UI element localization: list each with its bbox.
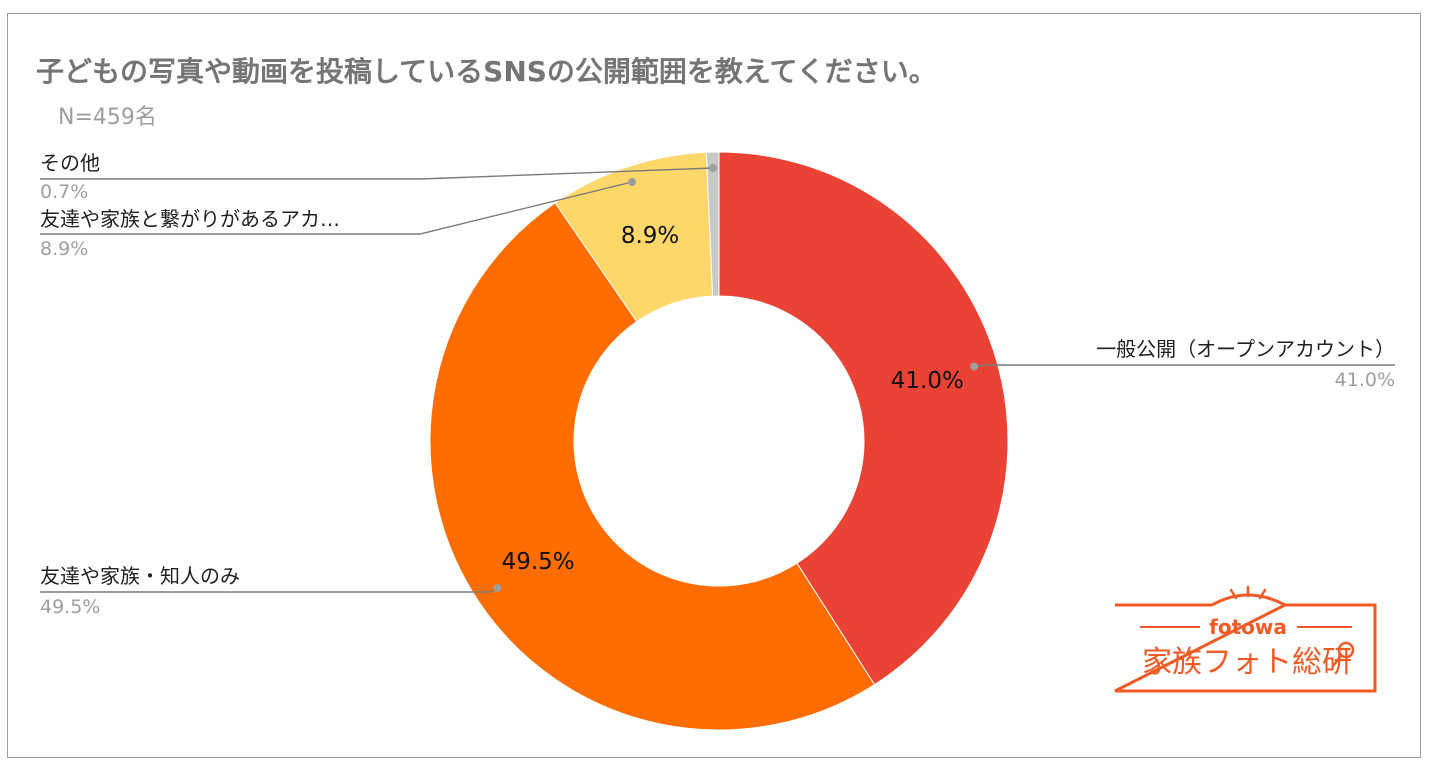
callout-label-3: その他 [40, 151, 100, 175]
callout-label-2: 友達や家族と繋がりがあるアカ… [40, 207, 340, 231]
slice-value-label-0: 41.0% [891, 368, 964, 394]
callout-value-1: 49.5% [40, 596, 100, 618]
leader-dot-3 [709, 164, 717, 172]
donut-slice-3 [705, 151, 720, 297]
logo-frame [1114, 603, 1377, 693]
slice-value-label-2: 8.9% [621, 223, 679, 249]
leader-line-2 [40, 181, 633, 235]
leader-line-1 [40, 587, 498, 593]
leader-line-0 [974, 364, 1395, 368]
magnifier-handle [1331, 654, 1343, 668]
chart-title: 子どもの写真や動画を投稿しているSNSの公開範囲を教えてください。 [36, 55, 937, 88]
chart-subtitle: N=459名 [58, 105, 157, 130]
donut-slice-1 [429, 202, 876, 731]
slice-value-label-1: 49.5% [502, 549, 575, 575]
fotowa-logo: fotowa 家族フォト総研 [1114, 585, 1377, 693]
magnifier-icon [1337, 641, 1355, 659]
leader-line-3 [40, 167, 714, 180]
donut-slice-0 [718, 151, 1009, 686]
callout-label-0: 一般公開（オープンアカウント） [1096, 337, 1395, 361]
logo-spark-0 [1229, 588, 1238, 600]
logo-name: 家族フォト総研 [1142, 645, 1352, 680]
callout-value-0: 41.0% [1335, 369, 1395, 391]
callout-value-2: 8.9% [40, 238, 88, 260]
callout-label-1: 友達や家族・知人のみ [40, 564, 240, 588]
logo-spark-2 [1258, 588, 1267, 600]
leader-dot-1 [493, 583, 502, 592]
leader-dot-2 [628, 178, 636, 186]
callout-value-3: 0.7% [40, 181, 88, 203]
leader-dot-0 [970, 362, 979, 371]
logo-brand: fotowa [1209, 615, 1287, 639]
